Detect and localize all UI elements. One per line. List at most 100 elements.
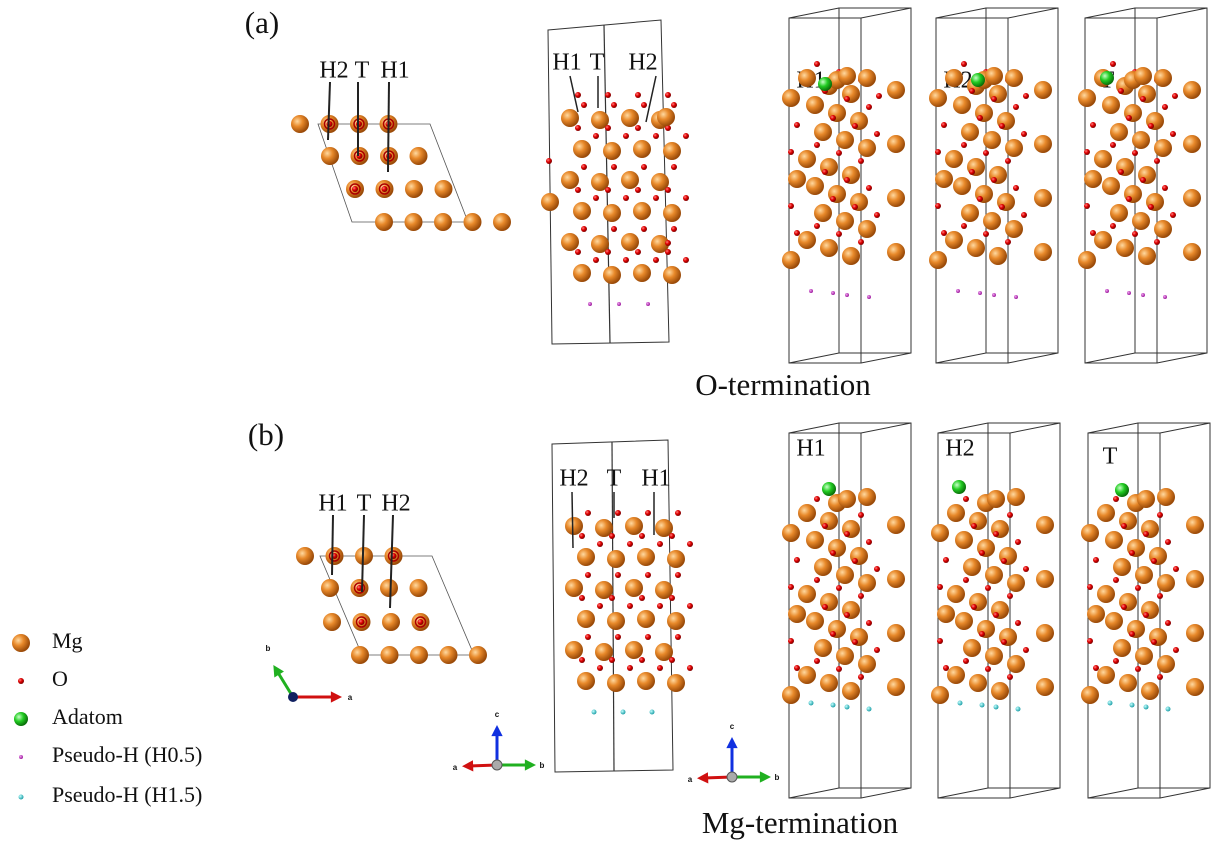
o-atom bbox=[1129, 631, 1135, 637]
mg-atom bbox=[798, 666, 816, 684]
line bbox=[938, 788, 988, 798]
o-atom bbox=[1093, 665, 1099, 671]
axis-label: a bbox=[688, 775, 693, 784]
o-atom bbox=[605, 125, 611, 131]
o-atom bbox=[963, 496, 969, 502]
o-atom bbox=[581, 226, 587, 232]
mg-atom bbox=[577, 672, 595, 690]
axis-label: c bbox=[730, 722, 735, 731]
pseudo-h-atom bbox=[978, 291, 982, 295]
o-atom bbox=[1013, 104, 1019, 110]
o-atom bbox=[418, 619, 424, 625]
o-atom bbox=[937, 584, 943, 590]
o-atom bbox=[1173, 647, 1179, 653]
line bbox=[1088, 788, 1138, 798]
o-atom bbox=[814, 496, 820, 502]
mg-atom bbox=[782, 686, 800, 704]
site-label: H2 bbox=[628, 50, 657, 76]
mg-atom bbox=[663, 142, 681, 160]
o-atom bbox=[1143, 612, 1149, 618]
mg-atom bbox=[1097, 585, 1115, 603]
axis-label: a bbox=[348, 693, 353, 702]
o-atom bbox=[836, 666, 842, 672]
o-atom bbox=[1173, 566, 1179, 572]
o-atom bbox=[1135, 585, 1141, 591]
mg-atom bbox=[887, 81, 905, 99]
mg-atom bbox=[667, 550, 685, 568]
o-atom bbox=[623, 257, 629, 263]
site-label: T bbox=[607, 466, 622, 492]
mg-atom bbox=[814, 123, 832, 141]
o-atom bbox=[687, 665, 693, 671]
mg-atom bbox=[929, 89, 947, 107]
mg-atom bbox=[12, 634, 30, 652]
mg-atom bbox=[1113, 639, 1131, 657]
o-atom bbox=[971, 523, 977, 529]
mg-atom bbox=[296, 547, 314, 565]
pseudo-h-atom bbox=[19, 755, 23, 759]
mg-atom bbox=[887, 135, 905, 153]
line bbox=[789, 8, 839, 18]
line bbox=[936, 8, 986, 18]
mg-atom bbox=[405, 180, 423, 198]
arrow-head bbox=[525, 759, 536, 770]
mg-atom bbox=[983, 131, 1001, 149]
mg-atom bbox=[1084, 170, 1102, 188]
mg-atom bbox=[798, 69, 816, 87]
o-atom bbox=[623, 133, 629, 139]
site-label: H2 bbox=[319, 58, 348, 84]
mg-atom bbox=[637, 672, 655, 690]
o-atom bbox=[665, 187, 671, 193]
o-atom bbox=[979, 631, 985, 637]
o-atom bbox=[382, 186, 388, 192]
mg-atom bbox=[1157, 488, 1175, 506]
o-atom bbox=[605, 92, 611, 98]
site-label: H2 bbox=[945, 436, 974, 462]
line bbox=[1160, 788, 1210, 798]
line bbox=[1157, 8, 1207, 18]
mg-atom bbox=[989, 247, 1007, 265]
o-atom bbox=[609, 595, 615, 601]
pseudo-h-atom bbox=[588, 302, 592, 306]
mg-atom bbox=[607, 612, 625, 630]
mg-atom bbox=[983, 212, 1001, 230]
mg-atom bbox=[955, 531, 973, 549]
o-atom bbox=[352, 186, 358, 192]
o-atom bbox=[1126, 115, 1132, 121]
o-atom bbox=[943, 665, 949, 671]
o-atom bbox=[653, 133, 659, 139]
o-atom bbox=[794, 557, 800, 563]
site-label: T bbox=[357, 491, 372, 517]
o-atom bbox=[852, 639, 858, 645]
mg-atom bbox=[1078, 89, 1096, 107]
mg-atom bbox=[887, 516, 905, 534]
pseudo-h-atom bbox=[1144, 705, 1149, 710]
o-atom bbox=[623, 195, 629, 201]
o-atom bbox=[858, 158, 864, 164]
mg-atom bbox=[858, 655, 876, 673]
mg-atom bbox=[1157, 574, 1175, 592]
mg-atom bbox=[887, 243, 905, 261]
o-atom bbox=[963, 577, 969, 583]
o-atom bbox=[999, 204, 1005, 210]
pseudo-h-atom bbox=[19, 795, 24, 800]
mg-atom bbox=[967, 239, 985, 257]
mg-atom bbox=[955, 612, 973, 630]
site-label: H1 bbox=[318, 491, 347, 517]
mg-atom bbox=[1034, 243, 1052, 261]
o-atom bbox=[1165, 539, 1171, 545]
pseudo-h-atom bbox=[831, 291, 835, 295]
o-atom bbox=[1165, 620, 1171, 626]
o-atom bbox=[1023, 566, 1029, 572]
o-atom bbox=[641, 102, 647, 108]
mg-atom bbox=[820, 674, 838, 692]
o-atom bbox=[611, 102, 617, 108]
pseudo-h-atom bbox=[867, 707, 872, 712]
arrow-head bbox=[331, 691, 342, 702]
o-atom bbox=[1170, 131, 1176, 137]
mg-atom bbox=[842, 247, 860, 265]
o-atom bbox=[1084, 203, 1090, 209]
mg-atom bbox=[541, 193, 559, 211]
o-atom bbox=[639, 533, 645, 539]
line bbox=[936, 353, 986, 363]
